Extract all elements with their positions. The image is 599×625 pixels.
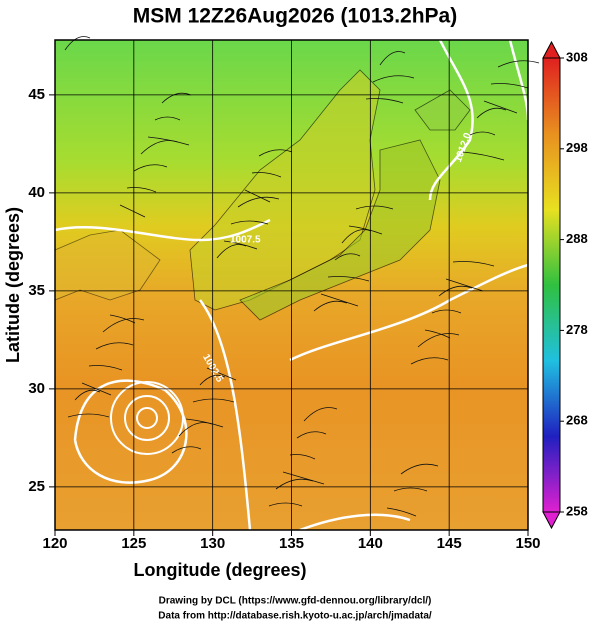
land bbox=[189, 69, 381, 311]
x-tick-label: 130 bbox=[200, 535, 225, 552]
x-tick-label: 135 bbox=[279, 535, 304, 552]
y-tick-label: 35 bbox=[28, 282, 45, 299]
colorbar-min bbox=[542, 511, 561, 530]
colorbar: 258 268 278 288 298 308 bbox=[542, 40, 588, 530]
x-tick-label: 145 bbox=[437, 535, 462, 552]
land bbox=[414, 89, 471, 131]
credit: Drawing by DCL (https://www.gfd-dennou.o… bbox=[159, 596, 432, 607]
map-area: 1012.0 1007.5 1002.5 bbox=[54, 36, 540, 532]
x-tick-label: 150 bbox=[515, 535, 540, 552]
y-tick-label: 40 bbox=[28, 184, 45, 201]
title: MSM 12Z26Aug2026 (1013.2hPa) bbox=[133, 5, 457, 28]
y-axis-label: Latitude (degrees) bbox=[3, 207, 23, 363]
credit: Data from http://database.rish.kyoto-u.a… bbox=[158, 611, 432, 622]
x-axis-label: Longitude (degrees) bbox=[133, 560, 306, 580]
colorbar-scale bbox=[542, 57, 561, 513]
colorbar-tick-label: 308 bbox=[566, 49, 588, 64]
contour-label: 1007.5 bbox=[230, 235, 261, 246]
x-tick-label: 140 bbox=[358, 535, 383, 552]
colorbar-max bbox=[542, 40, 561, 59]
colorbar-tick-label: 288 bbox=[566, 231, 588, 246]
y-tick-label: 25 bbox=[28, 478, 45, 495]
x-tick-label: 120 bbox=[42, 535, 67, 552]
colorbar-tick-label: 278 bbox=[566, 322, 588, 337]
typhoon-swirl bbox=[110, 381, 184, 455]
colorbar-tick-label: 258 bbox=[566, 503, 588, 518]
x-tick-label: 125 bbox=[121, 535, 146, 552]
land bbox=[239, 139, 441, 321]
streamlines bbox=[64, 36, 540, 517]
y-tick-label: 30 bbox=[28, 380, 45, 397]
colorbar-tick-label: 268 bbox=[566, 413, 588, 428]
colorbar-tick-label: 298 bbox=[566, 140, 588, 155]
y-tick-label: 45 bbox=[28, 86, 45, 103]
